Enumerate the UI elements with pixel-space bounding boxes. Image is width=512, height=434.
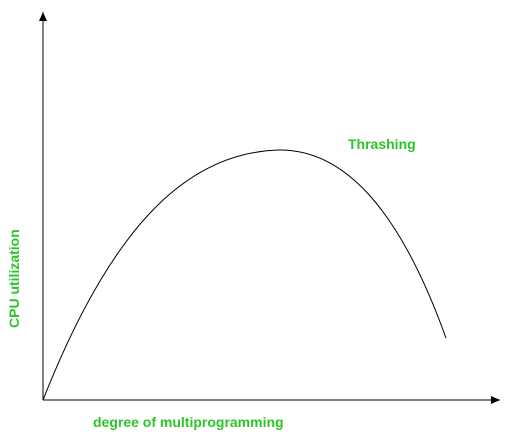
thrashing-label: Thrashing — [348, 136, 416, 152]
x-axis-label: degree of multiprogramming — [93, 414, 284, 430]
cpu-utilization-curve — [42, 149, 447, 401]
y-axis-label: CPU utilization — [6, 229, 22, 328]
